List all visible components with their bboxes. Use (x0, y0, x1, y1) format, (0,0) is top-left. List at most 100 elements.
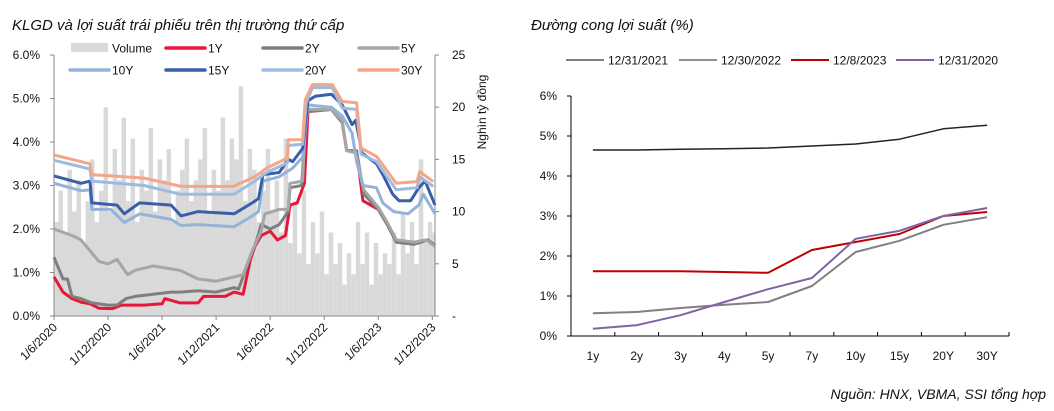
volume-bar (382, 253, 388, 316)
y-tick-label: 6.0% (13, 48, 41, 62)
y-tick-label: 0% (540, 329, 558, 343)
series-line-12/30/2022 (592, 124, 988, 151)
source-note: Nguồn: HNX, VBMA, SSI tổng hợp (831, 386, 1047, 402)
x-tick-label: 30Y (976, 349, 997, 363)
volume-bar (166, 148, 172, 316)
volume-bar (274, 180, 280, 316)
volume-bar (72, 211, 77, 316)
volume-bar (67, 169, 73, 316)
volume-bar (270, 211, 275, 316)
volume-bar (220, 117, 226, 316)
legend-label: 12/8/2023 (833, 54, 887, 68)
volume-bar (310, 222, 316, 316)
volume-bar (157, 159, 163, 316)
volume-bar (85, 201, 91, 316)
volume-bar (175, 190, 181, 316)
volume-bar (396, 274, 401, 316)
volume-bar (319, 211, 325, 316)
legend-label: 2Y (305, 42, 320, 56)
volume-bar (391, 232, 397, 316)
volume-bar (369, 284, 374, 316)
volume-bar (63, 232, 68, 316)
y-tick-label: 1% (540, 289, 558, 303)
volume-bar (76, 180, 82, 316)
series-line-10Y (53, 103, 437, 229)
left-chart: 0.0% 1.0% 2.0% 3.0% 4.0% 5.0% 6.0% - 5 10 15 20 25 1/… (13, 42, 466, 368)
volume-bar (360, 263, 365, 316)
legend-label: 12/31/2021 (608, 54, 668, 68)
series-line-12/31/2020 (592, 207, 988, 330)
volume-bar (153, 211, 158, 316)
legend-label: 10Y (112, 64, 133, 78)
y2-tick-label: 10 (452, 205, 466, 219)
volume-bar (418, 159, 424, 316)
legend-swatch-volume (71, 43, 108, 52)
volume-bar (139, 169, 145, 316)
x-tick-label: 1/12/2021 (175, 320, 223, 368)
volume-bar (279, 232, 284, 316)
x-tick-label: 1/12/2020 (67, 320, 115, 368)
series-line-30Y (53, 83, 435, 188)
left-chart-y2-label: Nghìn tỷ đồng (475, 75, 489, 150)
y2-tick-label: 5 (452, 257, 459, 271)
y-tick-label: 6% (540, 89, 558, 103)
volume-bar (112, 148, 118, 316)
volume-bar (432, 232, 435, 316)
volume-bar (355, 222, 361, 316)
y-tick-label: 1.0% (13, 266, 41, 280)
x-tick-label: 15y (890, 349, 909, 363)
volume-bar (216, 190, 221, 316)
volume-bar (427, 222, 433, 316)
volume-bar (225, 180, 230, 316)
volume-bar (292, 201, 298, 316)
volume-bar (243, 201, 248, 316)
volume-bar (144, 190, 149, 316)
volume-bar (378, 274, 383, 316)
volume-bar (261, 190, 266, 316)
volume-bar (58, 190, 64, 316)
volume-bar (288, 242, 293, 316)
series-line-12/31/2021 (592, 216, 988, 315)
volume-bar (162, 180, 167, 316)
series-line-20Y (53, 86, 435, 196)
volume-bar (126, 201, 131, 316)
y-tick-label: 3% (540, 209, 558, 223)
legend-label: 1Y (208, 42, 223, 56)
volume-bar (81, 242, 86, 316)
volume-bar (301, 190, 307, 316)
volume-bar (207, 211, 212, 316)
y2-tick-label: 20 (452, 100, 466, 114)
x-tick-label: 20Y (933, 349, 954, 363)
y2-tick-label: 15 (452, 152, 466, 166)
volume-bar (189, 201, 194, 316)
volume-bar (364, 232, 370, 316)
x-tick-label: 1/6/2020 (17, 320, 60, 363)
volume-bar (103, 107, 109, 316)
y-tick-label: 3.0% (13, 179, 41, 193)
volume-bar (387, 263, 392, 316)
x-tick-label: 1/12/2023 (391, 320, 439, 368)
volume-bar (238, 86, 244, 316)
series-line-15Y (53, 92, 437, 218)
x-tick-label: 2y (630, 349, 643, 363)
volume-bar (130, 138, 136, 316)
y-tick-label: 2.0% (13, 222, 41, 236)
x-tick-label: 1/6/2021 (125, 320, 168, 363)
legend-label: 12/31/2020 (938, 54, 998, 68)
volume-bar (202, 128, 208, 316)
series-line-12/8/2023 (592, 211, 988, 274)
volume-bar (324, 274, 329, 316)
volume-bar (423, 242, 428, 316)
y-tick-label: 4.0% (13, 135, 41, 149)
volume-bar (117, 180, 122, 316)
x-tick-label: 10y (846, 349, 865, 363)
volume-bar (247, 148, 253, 316)
x-tick-label: 7y (806, 349, 819, 363)
volume-bar (99, 190, 104, 316)
legend: 12/31/2021 12/30/2022 12/8/2023 12/31/2020 (566, 54, 998, 68)
right-chart-title: Đường cong lợi suất (%) (531, 17, 694, 34)
volume-bar (193, 180, 199, 316)
y-tick-label: 5% (540, 129, 558, 143)
volume-bar (297, 253, 302, 316)
